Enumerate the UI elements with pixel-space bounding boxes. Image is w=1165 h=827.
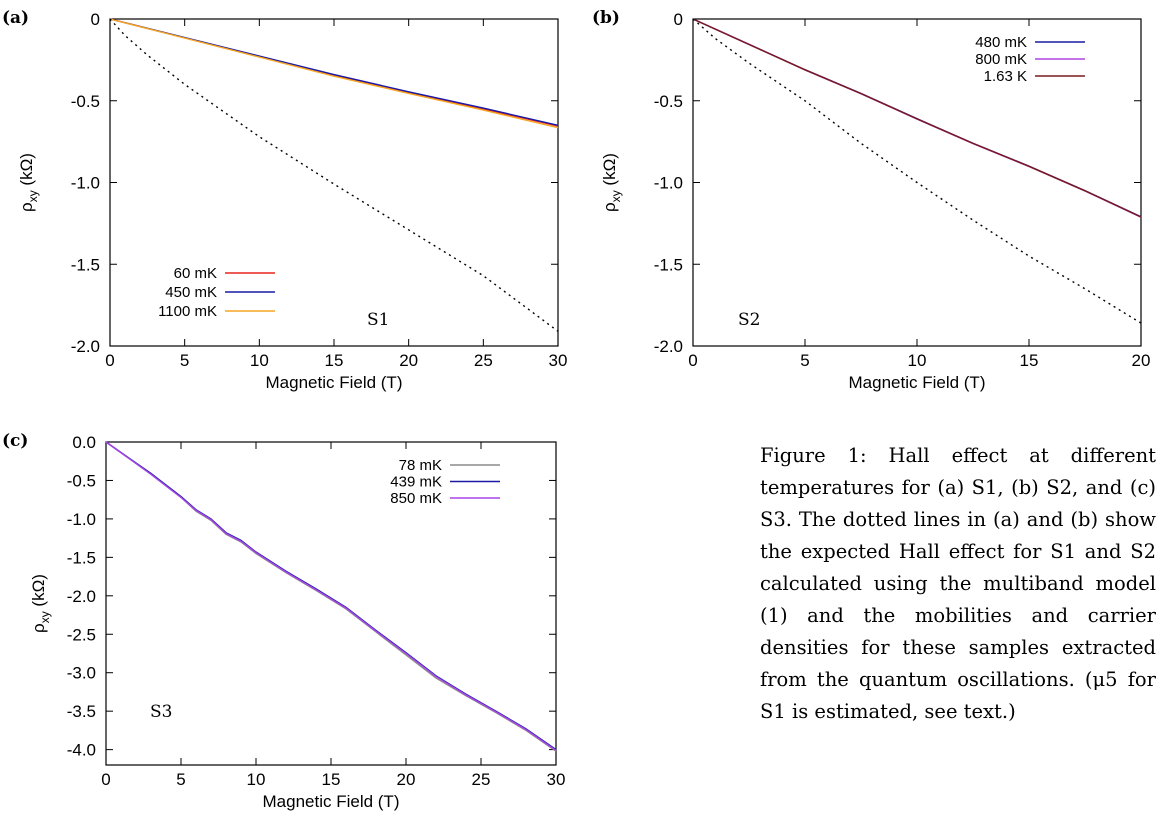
legend-label: 439 mK	[390, 474, 442, 491]
legend-label: 78 mK	[399, 457, 442, 474]
x-tick-label: 10	[250, 351, 269, 370]
y-tick-label: -1.0	[71, 174, 100, 193]
series-line	[109, 18, 559, 126]
sample-annotation: S1	[367, 310, 389, 330]
y-tick-label: -1.5	[67, 548, 96, 567]
chart-panel-b: 0 5 10 15 20 0 -0.5 -1.0 -1.5 -2.0 Magnetic Field …	[592, 8, 1150, 392]
chart-panel-c: 0 5 10 15 20 25 30 0.0 -0.5 -1.0 -1.5 -2.0 -2.5 -3.0 -…	[2, 431, 565, 811]
legend-label: 60 mK	[174, 265, 217, 282]
sample-annotation: S3	[150, 702, 172, 722]
figure-caption: Figure 1: Hall effect at different tempe…	[760, 444, 1156, 723]
legend-label: 1.63 K	[984, 68, 1027, 85]
legend-label: 800 mK	[975, 51, 1027, 68]
y-tick-label: -3.5	[67, 702, 96, 721]
expected-dotted-line	[692, 18, 1142, 324]
y-tick-label: -0.5	[654, 92, 683, 111]
legend-label: 1100 mK	[158, 303, 217, 320]
y-tick-label: -1.0	[67, 510, 96, 529]
x-tick-label: 30	[547, 770, 566, 789]
x-tick-label: 25	[474, 351, 493, 370]
x-tick-label: 15	[325, 351, 344, 370]
x-axis-label: Magnetic Field (T)	[849, 373, 986, 392]
y-axis-label: ρxy (kΩ)	[17, 153, 40, 212]
x-tick-label: 20	[397, 770, 416, 789]
x-tick-label: 25	[472, 770, 491, 789]
series-line	[692, 18, 1142, 218]
y-tick-label: -0.5	[71, 92, 100, 111]
panel-label: (b)	[592, 8, 620, 28]
x-tick-label: 0	[688, 351, 697, 370]
x-axis-label: Magnetic Field (T)	[266, 373, 403, 392]
y-tick-label: -1.5	[654, 255, 683, 274]
y-tick-label: -2.0	[67, 587, 96, 606]
x-tick-label: 0	[105, 351, 114, 370]
y-tick-label: 0	[91, 10, 100, 29]
y-axis-label: ρxy (kΩ)	[600, 153, 623, 212]
x-tick-label: 0	[101, 770, 110, 789]
series-line	[109, 18, 559, 129]
y-tick-label: -1.0	[654, 174, 683, 193]
y-tick-label: -4.0	[67, 741, 96, 760]
y-axis-label: ρxy (kΩ)	[29, 574, 52, 633]
y-tick-label: 0	[674, 10, 683, 29]
y-tick-label: -2.5	[67, 625, 96, 644]
legend-label: 480 mK	[975, 34, 1027, 51]
y-tick-label: -2.0	[654, 337, 683, 356]
x-tick-label: 30	[549, 351, 568, 370]
x-tick-label: 5	[180, 351, 189, 370]
x-tick-label: 20	[1132, 351, 1151, 370]
series-line	[105, 441, 557, 751]
panel-label: (a)	[2, 8, 29, 28]
legend-label: 850 mK	[390, 490, 442, 507]
x-tick-label: 10	[247, 770, 266, 789]
panel-label: (c)	[2, 431, 28, 451]
x-axis-label: Magnetic Field (T)	[263, 792, 400, 811]
y-tick-label: -3.0	[67, 664, 96, 683]
x-tick-label: 5	[176, 770, 185, 789]
x-tick-label: 15	[322, 770, 341, 789]
sample-annotation: S2	[738, 310, 760, 330]
y-tick-label: -0.5	[67, 471, 96, 490]
y-tick-label: -2.0	[71, 337, 100, 356]
series-line	[105, 441, 557, 751]
x-tick-label: 20	[399, 351, 418, 370]
x-tick-label: 5	[800, 351, 809, 370]
expected-dotted-line	[109, 18, 559, 332]
y-tick-label: 0.0	[72, 433, 96, 452]
legend-label: 450 mK	[165, 284, 217, 301]
x-tick-label: 15	[1020, 351, 1039, 370]
series-line	[105, 441, 557, 752]
y-tick-label: -1.5	[71, 255, 100, 274]
chart-panel-a: 0 5 10 15 20 25 30 0 -0.5 -1.0 -1.5 -2.0 Magnetic Fi…	[2, 8, 567, 392]
x-tick-label: 10	[908, 351, 927, 370]
